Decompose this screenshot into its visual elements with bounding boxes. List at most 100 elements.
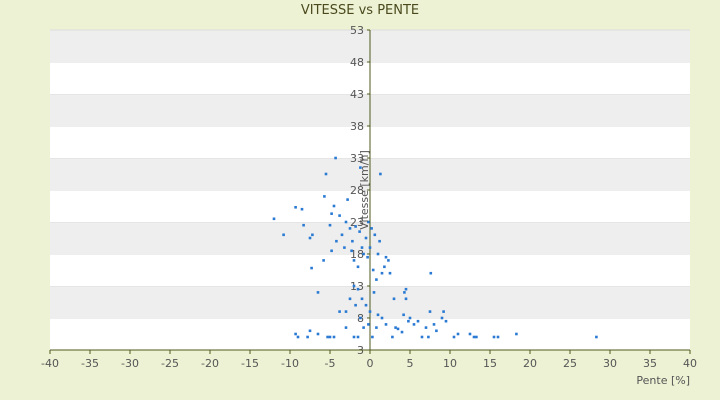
scatter-point (326, 335, 329, 339)
scatter-point (427, 335, 430, 339)
scatter-point (442, 310, 445, 313)
y-tick-label: 33 (350, 152, 364, 165)
scatter-point (496, 335, 500, 339)
scatter-point (407, 319, 410, 323)
scatter-point (272, 217, 276, 221)
scatter-point (294, 205, 297, 209)
scatter-point (332, 335, 336, 339)
x-tick-label: 0 (367, 357, 374, 370)
scatter-point (420, 335, 424, 339)
scatter-point (352, 259, 356, 262)
scatter-point (376, 313, 380, 317)
scatter-point (364, 303, 368, 307)
scatter-point (356, 287, 360, 291)
scatter-point (373, 233, 377, 237)
scatter-point (323, 195, 326, 198)
scatter-point (335, 239, 338, 243)
scatter-point (435, 329, 438, 333)
x-tick-label: -5 (325, 357, 336, 370)
scatter-point (348, 297, 352, 301)
scatter-point (352, 284, 356, 288)
scatter-point (380, 316, 384, 320)
scatter-point (338, 214, 341, 217)
x-tick-label: -25 (161, 357, 179, 370)
scatter-point (376, 252, 380, 256)
scatter-point (344, 310, 348, 313)
scatter-point (371, 268, 375, 272)
x-tick-label: 40 (683, 357, 697, 370)
scatter-point (294, 332, 297, 336)
scatter-point (306, 335, 309, 339)
scatter-point (330, 249, 333, 253)
x-tick-label: 30 (603, 357, 617, 370)
scatter-point (366, 255, 369, 259)
scatter-point (475, 335, 478, 339)
scatter-point (362, 252, 365, 256)
scatter-point (452, 335, 456, 339)
scatter-point (344, 220, 348, 224)
x-tick-label: 10 (443, 357, 457, 370)
scatter-point (350, 249, 353, 253)
chart-title: VITESSE vs PENTE (301, 3, 419, 18)
y-tick-label: 48 (350, 56, 364, 69)
x-tick-label: 35 (643, 357, 657, 370)
y-tick-label: 13 (350, 280, 364, 293)
x-tick-label: -35 (81, 357, 99, 370)
scatter-point (367, 323, 370, 326)
scatter-point (322, 259, 325, 262)
x-tick-label: -40 (41, 357, 59, 370)
scatter-point (492, 335, 496, 339)
x-tick-label: -10 (281, 357, 299, 370)
scatter-point (367, 220, 370, 224)
x-tick-label: 20 (523, 357, 537, 370)
scatter-point (344, 326, 348, 329)
scatter-point (375, 326, 378, 329)
scatter-point (404, 297, 408, 301)
scatter-point (356, 265, 360, 269)
scatter-point (402, 313, 405, 317)
scatter-point (408, 316, 412, 320)
scatter-point (404, 287, 408, 291)
scatter-point (428, 310, 432, 313)
scatter-point (328, 335, 332, 339)
x-tick-label: 15 (483, 357, 497, 370)
x-tick-label: -20 (201, 357, 219, 370)
scatter-point (444, 319, 448, 323)
scatter-point (346, 198, 349, 201)
scatter-point (403, 291, 406, 294)
x-axis-ticks: -40 -35 -30 -25 -20 -15 -10 -5 0 5 10 15 20 25 30 35 40 (41, 350, 697, 370)
y-tick-label: 53 (350, 24, 364, 37)
scatter-point (368, 310, 372, 313)
x-axis-title: Pente [%] (636, 374, 690, 387)
scatter-point (324, 172, 328, 176)
scatter-point (302, 223, 305, 227)
x-tick-label: 25 (563, 357, 577, 370)
scatter-point (375, 278, 378, 281)
scatter-point (296, 335, 300, 339)
scatter-point (356, 335, 360, 339)
scatter-point (308, 236, 312, 240)
scatter-point (364, 236, 368, 240)
scatter-point (378, 239, 381, 243)
scatter-point (308, 329, 312, 333)
y-tick-label: 38 (350, 120, 364, 133)
scatter-point (343, 246, 346, 249)
scatter-point (360, 297, 364, 301)
scatter-point (515, 332, 518, 336)
scatter-point (384, 255, 388, 259)
scatter-point (384, 323, 388, 326)
scatter-point (351, 239, 354, 243)
scatter-point (368, 246, 372, 249)
y-tick-label: 43 (350, 88, 364, 101)
scatter-point (334, 156, 337, 160)
y-tick-label: 28 (350, 184, 364, 197)
data-points (272, 156, 598, 339)
scatter-point (391, 335, 394, 339)
scatter-point (400, 330, 404, 334)
scatter-point (424, 326, 428, 329)
y-tick-label: 23 (350, 216, 364, 229)
scatter-point (338, 310, 341, 313)
scatter-point (380, 271, 384, 275)
scatter-point (412, 323, 416, 326)
